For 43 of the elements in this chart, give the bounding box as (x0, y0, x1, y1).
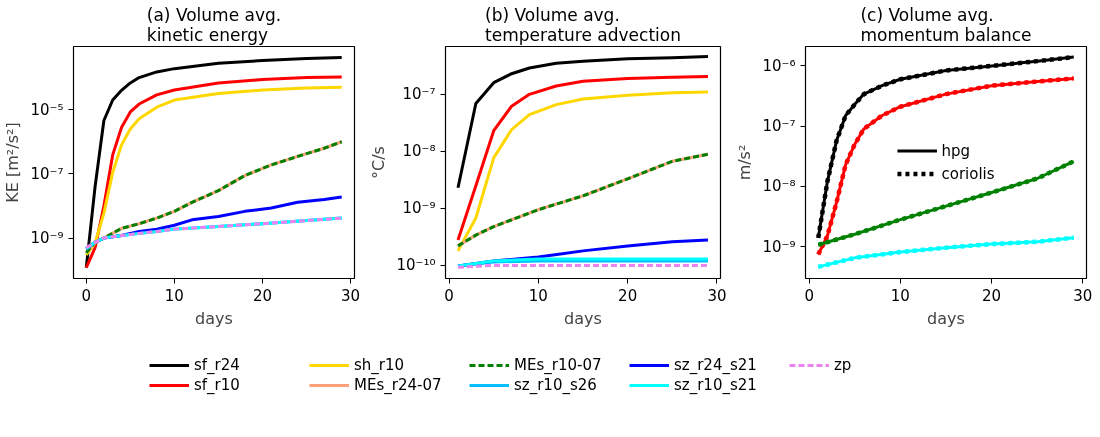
x-tick-label: 30 (707, 286, 727, 305)
chart-title: (b) Volume avg. temperature advection (485, 4, 681, 45)
x-axis-title: days (195, 308, 233, 328)
x-tick-label: 10 (890, 286, 910, 305)
chart-title: (a) Volume avg. kinetic energy (146, 4, 282, 45)
y-tick-label: 10⁻⁸ (402, 142, 436, 161)
x-tick-label: 0 (444, 286, 454, 305)
x-tick-label: 30 (340, 286, 361, 305)
x-tick-label: 10 (528, 286, 548, 305)
legend-label: hpg (941, 141, 971, 160)
x-tick-label: 10 (164, 286, 184, 305)
legend-label: MEs_r10-07 (514, 356, 603, 374)
y-tick-label: 10⁻⁵ (30, 100, 64, 119)
x-axis-title: days (927, 308, 965, 328)
x-tick-label: 20 (618, 286, 638, 305)
x-tick-label: 20 (982, 286, 1002, 305)
y-tick-label: 10⁻⁷ (402, 85, 436, 104)
y-tick-label: 10⁻¹⁰ (396, 256, 436, 275)
x-axis-title: days (564, 308, 602, 328)
y-tick-label: 10⁻⁸ (762, 177, 796, 196)
x-tick-label: 0 (81, 286, 92, 305)
x-tick-label: 20 (252, 286, 272, 305)
legend-label: coriolis (941, 164, 995, 183)
y-tick-label: 10⁻⁹ (30, 229, 64, 248)
legend-label: sf_r24 (194, 356, 241, 374)
legend-label: MEs_r24-07 (354, 376, 443, 394)
y-axis-title: °C/s (369, 146, 389, 179)
legend-label: sh_r10 (354, 356, 406, 374)
y-tick-label: 10⁻⁹ (762, 237, 796, 256)
legend-label: zp (834, 356, 853, 374)
chart-title: (c) Volume avg. momentum balance (860, 4, 1032, 45)
legend-label: sz_r10_s26 (514, 376, 598, 394)
y-tick-label: 10⁻⁹ (402, 199, 436, 218)
x-tick-label: 0 (804, 286, 814, 305)
legend-label: sz_r24_s21 (674, 356, 758, 374)
y-tick-label: 10⁻⁷ (762, 117, 796, 136)
x-tick-label: 30 (1073, 286, 1093, 305)
legend-label: sf_r10 (194, 376, 241, 394)
y-axis-title: KE [m²/s²] (3, 122, 23, 203)
y-tick-label: 10⁻⁶ (762, 56, 796, 75)
legend-label: sz_r10_s21 (674, 376, 758, 394)
y-tick-label: 10⁻⁷ (30, 164, 64, 183)
y-axis-title: m/s² (735, 144, 755, 181)
